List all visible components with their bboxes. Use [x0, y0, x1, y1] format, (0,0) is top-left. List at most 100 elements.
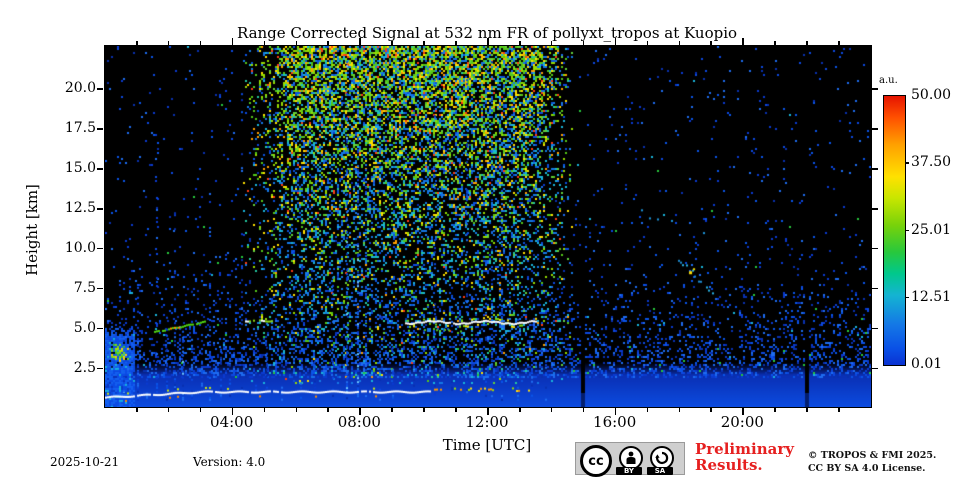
tick-mark — [614, 408, 617, 415]
tick-mark — [582, 41, 585, 45]
tick-mark — [327, 41, 329, 45]
page-title: Range Corrected Signal at 532 nm FR of p… — [236, 24, 738, 42]
tick-mark — [872, 128, 878, 130]
tick-mark — [263, 408, 266, 412]
plot-area — [104, 45, 872, 408]
tick-mark — [678, 41, 681, 45]
x-tick-label: 20:00 — [720, 413, 764, 431]
cc-license-badge: cc BY SA — [575, 442, 685, 477]
tick-mark — [97, 367, 103, 370]
tick-mark — [838, 41, 840, 45]
tick-mark — [742, 408, 744, 415]
copyright-line2: CC BY SA 4.0 License. — [808, 463, 926, 474]
tick-mark — [905, 229, 909, 231]
colorbar-tick-label: 37.50 — [911, 154, 952, 171]
y-tick-label: 10.0 — [64, 239, 96, 256]
x-tick-label: 12:00 — [465, 413, 509, 431]
tick-mark — [550, 408, 553, 412]
tick-mark — [391, 408, 393, 412]
tick-mark — [359, 408, 361, 415]
x-tick-label: 16:00 — [593, 413, 637, 431]
tick-mark — [582, 408, 585, 412]
tick-mark — [774, 41, 776, 45]
cc-sa-label: SA — [647, 467, 673, 475]
tick-mark — [167, 408, 170, 412]
cc-icon: cc — [580, 445, 612, 477]
tick-mark — [487, 408, 489, 415]
colorbar-tick-label: 12.51 — [911, 288, 952, 305]
preliminary-line2: Results. — [695, 456, 763, 474]
x-tick-label: 08:00 — [337, 413, 381, 431]
tick-mark — [327, 408, 329, 412]
y-tick-label: 2.5 — [73, 359, 96, 376]
heatmap-canvas — [105, 46, 871, 407]
tick-mark — [646, 41, 649, 45]
tick-mark — [872, 327, 878, 330]
tick-mark — [97, 327, 103, 330]
tick-mark — [455, 408, 457, 412]
tick-mark — [97, 128, 103, 130]
preliminary-line1: Preliminary — [695, 440, 794, 458]
cc-by-label: BY — [616, 467, 642, 475]
tick-mark — [614, 38, 617, 45]
tick-mark — [872, 207, 878, 210]
tick-mark — [872, 367, 878, 370]
version-label: Version: 4.0 — [193, 455, 266, 469]
tick-mark — [742, 38, 744, 45]
tick-mark — [423, 41, 425, 45]
tick-mark — [295, 41, 298, 45]
tick-mark — [455, 41, 457, 45]
tick-mark — [872, 247, 878, 250]
tick-mark — [97, 287, 103, 290]
cc-sa-arrow-icon — [650, 446, 674, 470]
y-tick-label: 5.0 — [73, 319, 96, 336]
tick-mark — [423, 408, 425, 412]
tick-mark — [135, 41, 138, 45]
x-axis-label: Time [UTC] — [442, 436, 532, 454]
x-tick-label: 04:00 — [210, 413, 254, 431]
tick-mark — [646, 408, 649, 412]
copyright-note: © TROPOS & FMI 2025. CC BY SA 4.0 Licens… — [808, 449, 936, 475]
tick-mark — [231, 408, 234, 415]
tick-mark — [774, 408, 776, 412]
tick-mark — [678, 408, 681, 412]
colorbar-tick-label: 50.00 — [911, 87, 952, 103]
tick-mark — [135, 408, 138, 412]
colorbar — [883, 95, 906, 366]
measurement-date: 2025-10-21 — [50, 455, 120, 469]
tick-mark — [359, 38, 361, 45]
tick-mark — [905, 296, 909, 299]
colorbar-tick-label: 0.01 — [911, 356, 943, 372]
tick-mark — [97, 88, 103, 90]
tick-mark — [199, 41, 202, 45]
tick-mark — [872, 88, 878, 90]
tick-mark — [872, 167, 878, 170]
tick-mark — [97, 167, 103, 170]
tick-mark — [295, 408, 298, 412]
tick-mark — [806, 408, 808, 412]
tick-mark — [391, 41, 393, 45]
y-tick-label: 15.0 — [64, 159, 96, 176]
preliminary-results-note: Preliminary Results. — [695, 441, 794, 473]
tick-mark — [518, 408, 521, 412]
tick-mark — [97, 207, 103, 210]
cc-by-person-icon — [619, 446, 643, 470]
y-tick-label: 20.0 — [64, 80, 96, 97]
tick-mark — [231, 38, 234, 45]
tick-mark — [550, 41, 553, 45]
tick-mark — [199, 408, 202, 412]
tick-mark — [167, 41, 170, 45]
y-tick-label: 7.5 — [73, 279, 96, 296]
tick-mark — [905, 162, 909, 164]
tick-mark — [487, 38, 489, 45]
colorbar-unit-label: a.u. — [879, 75, 898, 86]
colorbar-tick-label: 25.01 — [911, 221, 952, 238]
y-tick-label: 17.5 — [64, 120, 96, 137]
y-tick-label: 12.5 — [64, 199, 96, 216]
tick-mark — [838, 408, 840, 412]
tick-mark — [710, 408, 712, 412]
tick-mark — [710, 41, 712, 45]
tick-mark — [97, 247, 103, 250]
tick-mark — [872, 287, 878, 290]
